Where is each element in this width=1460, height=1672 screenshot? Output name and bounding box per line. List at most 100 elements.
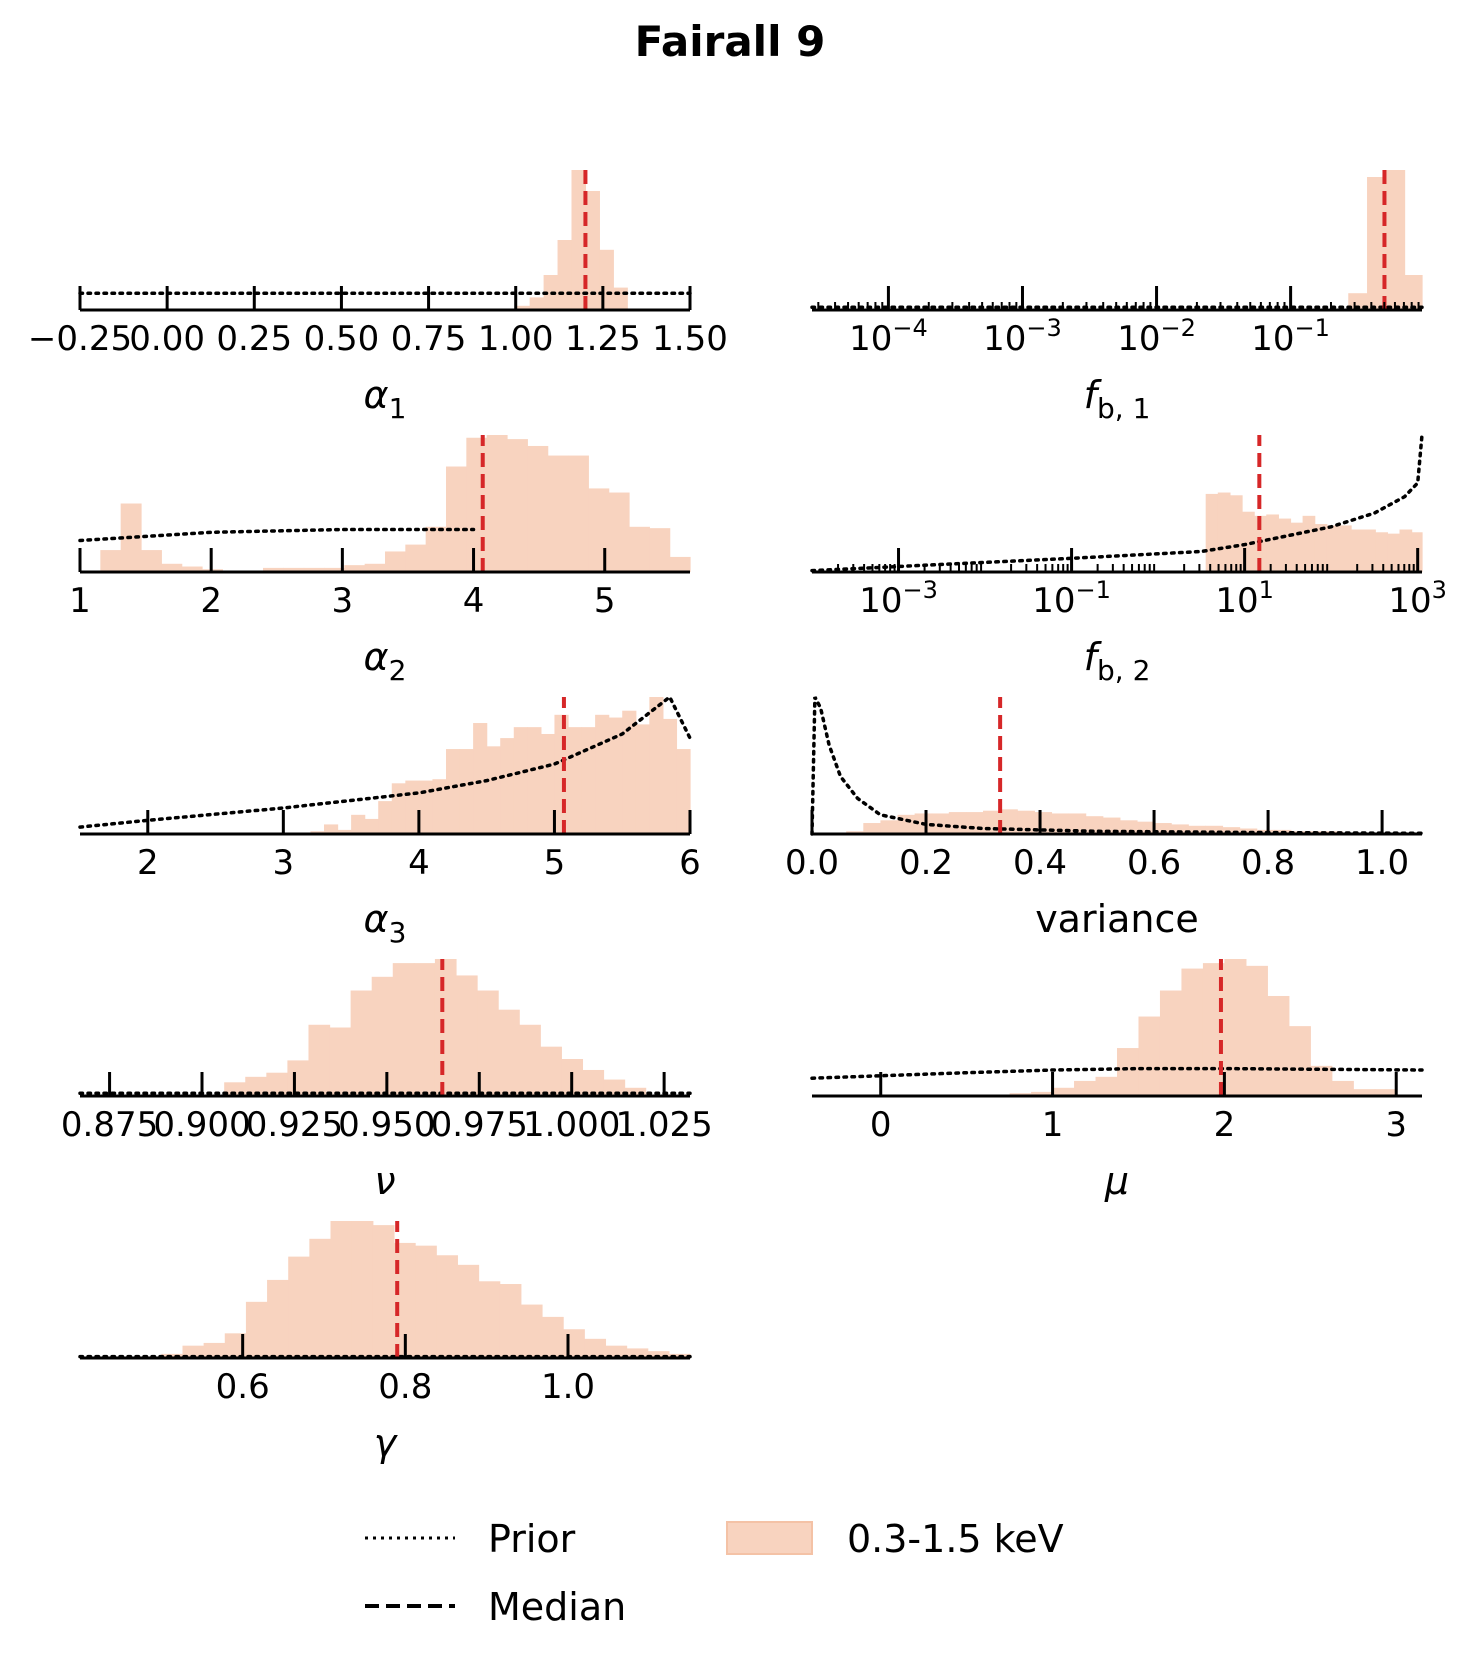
hist-bar: [266, 1072, 288, 1096]
prior-line: [810, 433, 1424, 573]
tick-label: 1.025: [615, 1105, 712, 1145]
hist-bar: [391, 783, 406, 834]
tick-label: 5: [544, 843, 566, 883]
hist-bar: [1363, 529, 1376, 572]
hist-bar: [1188, 825, 1206, 834]
hist-bar: [1367, 177, 1387, 310]
hist-bar: [563, 1329, 585, 1358]
hist-bar: [1314, 524, 1328, 572]
hist-bar: [1348, 293, 1368, 310]
tick-label: 0.75: [391, 319, 467, 359]
tick-label: 3: [1385, 1105, 1407, 1145]
hist-bar: [1278, 518, 1292, 572]
hist-bar: [434, 959, 457, 1096]
hist-bar: [364, 818, 379, 834]
hist-bar: [486, 746, 501, 834]
hist-bar: [649, 697, 664, 834]
hist-bar: [608, 492, 630, 572]
hist-bar: [540, 733, 556, 834]
hist-bar: [568, 727, 583, 834]
hist-bar: [547, 455, 569, 572]
tick-label: 10−3: [983, 314, 1062, 359]
hist-bar: [582, 1069, 605, 1096]
legend-median-label: Median: [488, 1585, 626, 1629]
hist-bar: [385, 551, 406, 572]
tick-label: 0.25: [216, 319, 292, 359]
tick-exponent: −1: [1295, 314, 1330, 342]
hist-bar: [303, 567, 325, 572]
hist-bar: [595, 714, 610, 834]
hist-bar: [351, 1221, 374, 1358]
legend: Prior Median 0.3-1.5 keV: [365, 1517, 1064, 1629]
tick-label: 101: [1215, 576, 1274, 621]
hist-bar: [455, 975, 478, 1096]
hist-bar: [350, 990, 373, 1096]
tick-label: 4: [408, 843, 430, 883]
tick-label: 1.0: [541, 1367, 595, 1407]
x-axis-label-subscript: 3: [389, 916, 407, 949]
hist-bar: [608, 717, 623, 834]
tick-label: 103: [1388, 576, 1447, 621]
x-axis-label: variance: [1035, 897, 1199, 941]
tick-label: 6: [679, 843, 701, 883]
tick-label: 0.0: [785, 843, 839, 883]
hist-bar: [224, 1333, 247, 1358]
hist-bar: [1205, 825, 1224, 834]
hist-bar: [1068, 813, 1087, 834]
hist-bar: [520, 1304, 543, 1358]
tick-label: 0.50: [304, 319, 380, 359]
panel-alpha3: 2 3 4 5 6α3: [78, 694, 701, 949]
hist-bar: [515, 305, 531, 310]
tick-label: 0.8: [1241, 843, 1295, 883]
tick-label: 5: [594, 581, 616, 621]
hist-bar: [1229, 495, 1243, 572]
x-axis-label-subscript: 2: [389, 654, 407, 687]
hist-bar: [527, 445, 549, 572]
x-axis-label-base: ν: [374, 1159, 395, 1203]
chart-title: Fairall 9: [635, 17, 826, 66]
tick-label: −0.25: [28, 319, 132, 359]
hist-bar: [405, 544, 427, 572]
hist-bar: [1302, 515, 1316, 572]
tick-label: 0.4: [1013, 843, 1067, 883]
x-axis-label-base: α: [364, 635, 389, 679]
tick-label: 0.00: [129, 319, 205, 359]
hist-bar: [405, 780, 420, 834]
tick-label: 10−4: [849, 314, 928, 359]
hist-bar: [557, 240, 573, 310]
hist-bar: [288, 1256, 310, 1358]
hist-bar: [267, 1279, 289, 1358]
hist-bar: [309, 1238, 332, 1358]
hist-bar: [378, 801, 393, 834]
tick-label: 1.000: [523, 1105, 620, 1145]
hist-bar: [622, 710, 637, 834]
tick-label: 1.50: [652, 319, 728, 359]
hist-bar: [161, 1353, 184, 1358]
hist-bar: [1387, 533, 1401, 572]
hist-bar: [473, 723, 488, 834]
hist-bar: [182, 1345, 205, 1358]
legend-hist-label: 0.3-1.5 keV: [847, 1517, 1064, 1561]
hist-bar: [287, 1060, 310, 1096]
hist-bar: [393, 1242, 416, 1358]
hist-bar: [1051, 813, 1070, 834]
hist-bar: [507, 439, 528, 572]
hist-bar: [1138, 1016, 1161, 1096]
tick-label: 1.25: [565, 319, 641, 359]
panel-alpha2: 1 2 3 4 5α2: [69, 435, 691, 687]
hist-bar: [415, 1245, 437, 1358]
tick-label: 0.950: [338, 1105, 435, 1145]
hist-bar: [527, 727, 542, 834]
x-axis-label-subscript: 1: [389, 392, 407, 425]
x-axis-label-base: α: [364, 897, 389, 941]
x-axis-label: α2: [364, 635, 407, 687]
tick-label: 10−1: [1251, 314, 1330, 359]
hist-bar: [584, 1338, 607, 1358]
hist-bar: [519, 1024, 541, 1096]
hist-bar: [245, 1076, 267, 1096]
hist-bar: [1404, 275, 1423, 310]
hist-bar: [1217, 492, 1231, 572]
tick-label: 0.6: [216, 1367, 270, 1407]
hist-bar: [1288, 1026, 1311, 1096]
